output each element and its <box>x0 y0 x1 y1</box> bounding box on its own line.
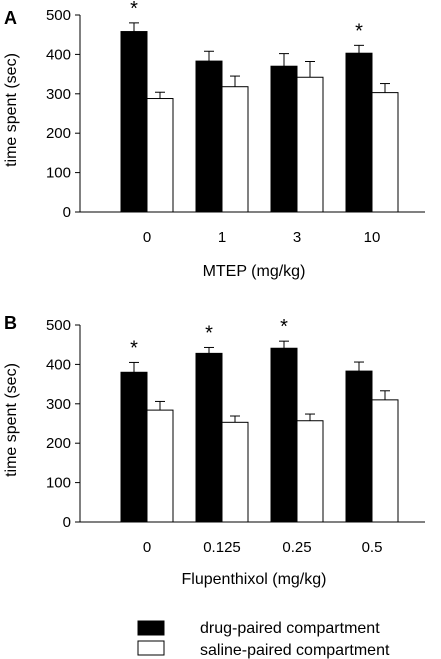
legend: drug-paired compartment saline-paired co… <box>137 620 390 659</box>
y-tick-label: 400 <box>46 46 71 63</box>
y-tick-label: 200 <box>46 435 71 452</box>
bar-drug-paired <box>195 60 223 213</box>
bar-drug-paired <box>345 370 373 523</box>
y-tick-label: 300 <box>46 86 71 103</box>
bar-saline-paired <box>146 409 174 523</box>
legend-swatch-saline <box>137 640 165 656</box>
legend-swatch-drug <box>137 620 165 636</box>
bar-saline-paired <box>296 76 324 213</box>
panel-letter: B <box>4 313 17 333</box>
bar-saline-paired <box>221 421 249 523</box>
significance-star: * <box>280 316 288 338</box>
bar-drug-paired <box>270 347 298 523</box>
bar-drug-paired <box>120 371 148 523</box>
y-tick-label: 0 <box>63 514 71 531</box>
x-tick-label: 3 <box>293 229 301 246</box>
y-tick-label: 0 <box>63 204 71 221</box>
y-tick-label: 400 <box>46 356 71 373</box>
x-tick-label: 1 <box>218 229 226 246</box>
x-tick-label: 10 <box>364 229 381 246</box>
bar-drug-paired <box>345 52 373 213</box>
legend-label-saline: saline-paired compartment <box>200 642 390 659</box>
x-tick-label: 0.5 <box>362 539 383 556</box>
y-tick-label: 500 <box>46 317 71 334</box>
y-axis-title: time spent (sec) <box>3 363 20 477</box>
y-tick-label: 100 <box>46 475 71 492</box>
bar-saline-paired <box>371 92 399 213</box>
panel-b: B 0 100 200 300 400 500 time spent (sec) 0 0.125 0… <box>3 313 425 588</box>
x-tick-label: 0 <box>143 539 151 556</box>
bar-drug-paired <box>270 65 298 213</box>
bar-drug-paired <box>120 31 148 213</box>
x-tick-label: 0.25 <box>282 539 311 556</box>
panel-letter: A <box>4 8 17 28</box>
x-axis-title: MTEP (mg/kg) <box>203 263 306 280</box>
x-tick-label: 0 <box>143 229 151 246</box>
panel-a: A 0 100 200 300 400 500 time spent (sec) 0 1 3 10 MT… <box>3 0 425 280</box>
y-tick-label: 300 <box>46 396 71 413</box>
significance-star: * <box>205 322 213 344</box>
bar-saline-paired <box>371 399 399 523</box>
legend-label-drug: drug-paired compartment <box>200 620 380 637</box>
bar-saline-paired <box>296 420 324 523</box>
bar-saline-paired <box>221 86 249 213</box>
significance-star: * <box>130 0 138 20</box>
y-tick-label: 100 <box>46 165 71 182</box>
bar-saline-paired <box>146 98 174 213</box>
y-tick-label: 500 <box>46 7 71 24</box>
y-axis-title: time spent (sec) <box>3 53 20 167</box>
significance-star: * <box>130 337 138 359</box>
x-tick-label: 0.125 <box>203 539 241 556</box>
y-tick-label: 200 <box>46 125 71 142</box>
x-axis-title: Flupenthixol (mg/kg) <box>182 571 327 588</box>
significance-star: * <box>355 20 363 42</box>
bar-drug-paired <box>195 352 223 523</box>
